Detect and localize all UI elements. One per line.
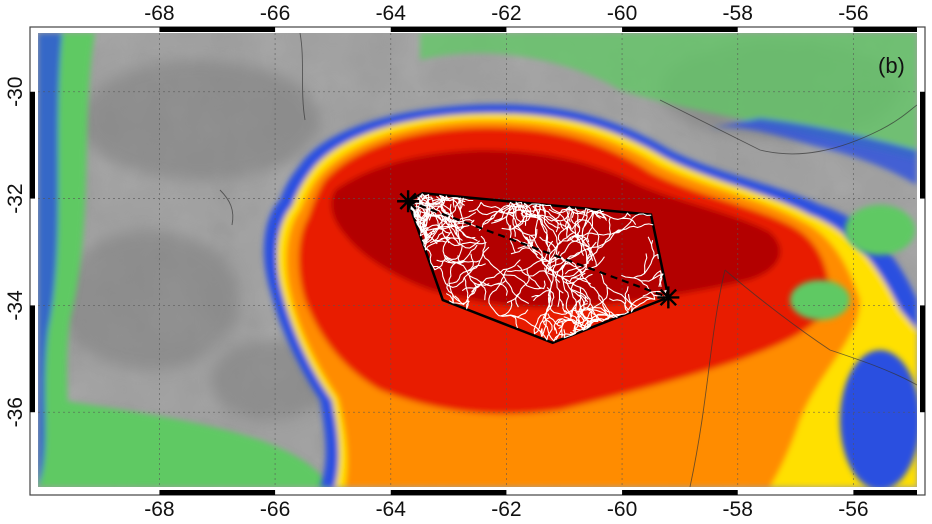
top-frame-bar	[390, 27, 507, 32]
top-frame-bar	[622, 27, 738, 32]
lightning-flash	[397, 190, 680, 345]
lon-label-top: -66	[260, 2, 290, 25]
flash-end-marker	[657, 286, 680, 309]
lon-label-top: -60	[607, 2, 637, 25]
lon-label-bottom: -68	[144, 498, 174, 521]
graticule	[38, 33, 917, 487]
lon-label-top: -58	[723, 2, 753, 25]
borders	[219, 33, 917, 487]
bottom-frame-bar	[853, 490, 917, 495]
lon-label-bottom: -56	[838, 498, 868, 521]
frame-tick-bars	[30, 27, 925, 495]
flash-start-marker	[397, 190, 420, 213]
lon-label-bottom: -62	[491, 498, 521, 521]
lon-label-bottom: -60	[607, 498, 637, 521]
top-frame-bar	[853, 27, 917, 32]
left-frame-bar	[30, 305, 35, 413]
lon-label-bottom: -58	[723, 498, 753, 521]
latitude-labels: -30 -32 -34 -36	[4, 77, 27, 428]
right-frame-bar	[920, 305, 925, 413]
bottom-frame-bar	[159, 490, 276, 495]
lat-label: -34	[4, 290, 27, 321]
lat-label: -36	[4, 397, 27, 427]
lon-label-top: -62	[491, 2, 521, 25]
map-area	[38, 33, 917, 487]
bottom-frame-bar	[390, 490, 507, 495]
longitude-labels-bottom: -68 -66 -64 -62 -60 -58 -56	[144, 498, 868, 521]
right-frame-bar	[920, 91, 925, 199]
bottom-frame-bar	[622, 490, 738, 495]
lat-label: -32	[4, 183, 27, 213]
longitude-labels-top: -68 -66 -64 -62 -60 -58 -56	[144, 2, 868, 25]
southeast-cells	[790, 205, 917, 487]
panel-label: (b)	[878, 53, 905, 78]
lon-label-bottom: -66	[260, 498, 290, 521]
flash-extent-line	[407, 200, 669, 299]
lon-label-top: -68	[144, 2, 174, 25]
lon-label-top: -56	[838, 2, 868, 25]
northeast-cloud-band	[420, 33, 917, 185]
lat-label: -30	[4, 77, 27, 107]
top-frame-bar	[159, 27, 276, 32]
lon-label-top: -64	[376, 2, 407, 25]
west-cloud-band	[38, 33, 330, 487]
lon-label-bottom: -64	[376, 498, 407, 521]
left-frame-bar	[30, 91, 35, 199]
